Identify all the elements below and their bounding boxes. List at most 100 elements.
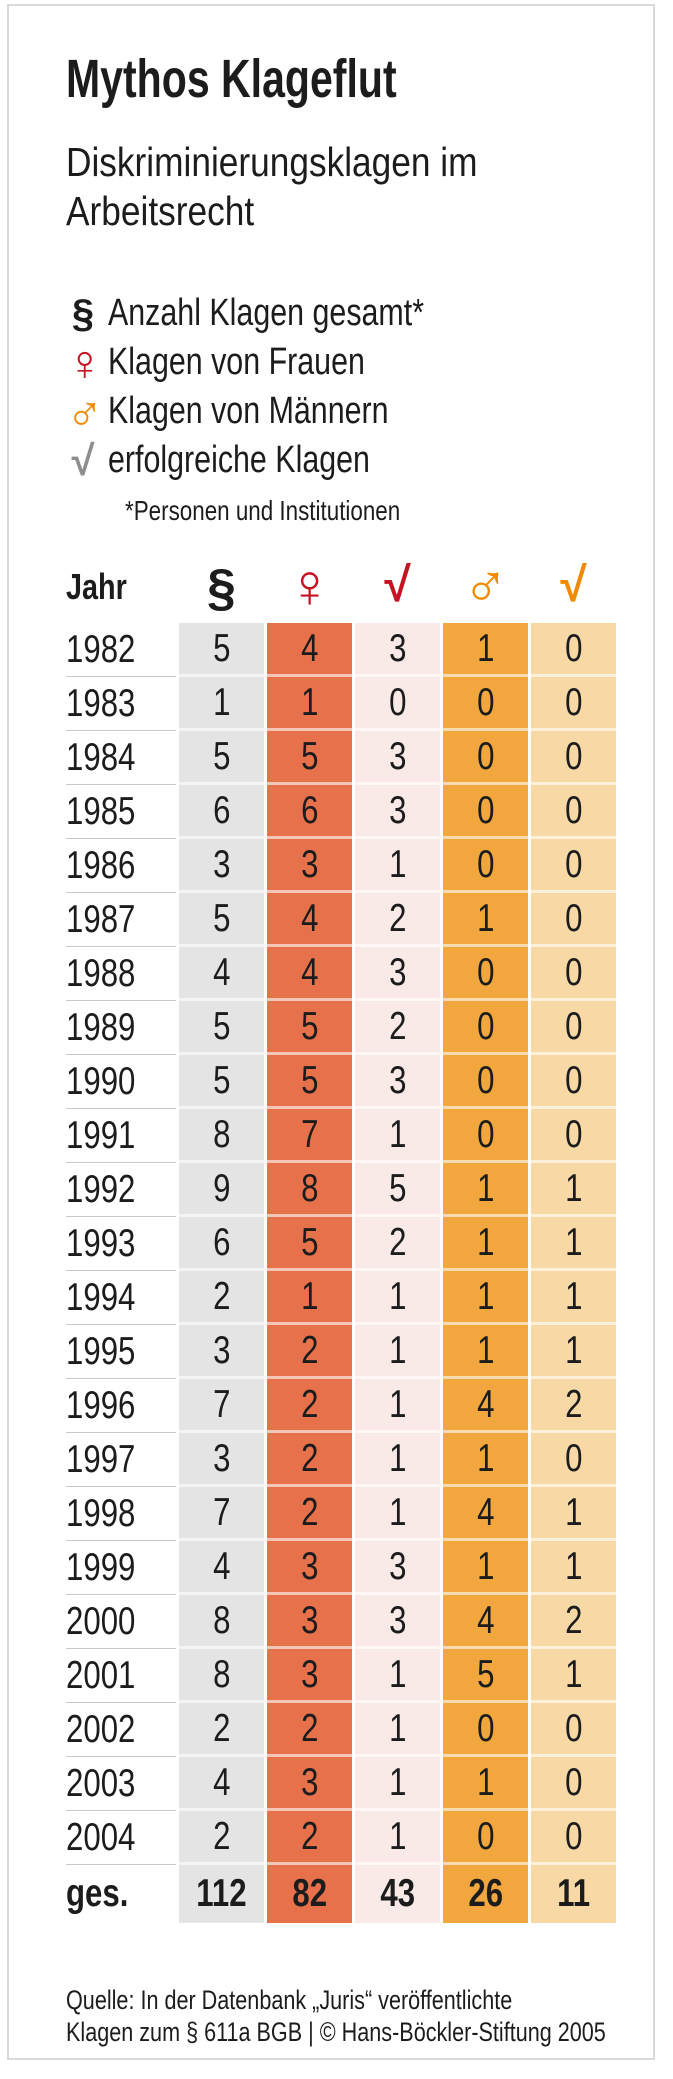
year-cell: 1992 bbox=[66, 1163, 176, 1217]
value-cell: 1 bbox=[355, 1649, 440, 1703]
table-row: 1994 2 1 1 1 1 bbox=[66, 1271, 616, 1325]
value-cell: 2 bbox=[179, 1271, 264, 1325]
value-cell: 3 bbox=[355, 1595, 440, 1649]
check-icon: √ bbox=[71, 436, 95, 484]
value-cell: 0 bbox=[531, 1433, 616, 1487]
table-row: 1988 4 4 3 0 0 bbox=[66, 947, 616, 1001]
female-icon: ♀ bbox=[286, 552, 333, 621]
legend-label: Klagen von Männern bbox=[108, 390, 389, 432]
value-cell: 82 bbox=[267, 1865, 352, 1923]
year-column-header: Jahr bbox=[66, 566, 127, 607]
table-row: 2001 8 3 1 5 1 bbox=[66, 1649, 616, 1703]
value-cell: 5 bbox=[179, 1001, 264, 1055]
value-cell: 1 bbox=[443, 1271, 528, 1325]
table-row: 2004 2 2 1 0 0 bbox=[66, 1811, 616, 1865]
year-cell: 1994 bbox=[66, 1271, 176, 1325]
value-cell: 1 bbox=[443, 1217, 528, 1271]
value-cell: 3 bbox=[355, 731, 440, 785]
value-cell: 3 bbox=[355, 947, 440, 1001]
value-cell: 1 bbox=[531, 1541, 616, 1595]
value-cell: 3 bbox=[179, 1325, 264, 1379]
value-cell: 0 bbox=[443, 947, 528, 1001]
value-cell: 8 bbox=[267, 1163, 352, 1217]
value-cell: 1 bbox=[179, 677, 264, 731]
value-cell: 3 bbox=[267, 1757, 352, 1811]
table-row: 1996 7 2 1 4 2 bbox=[66, 1379, 616, 1433]
year-cell: 2002 bbox=[66, 1703, 176, 1757]
table-row: 1999 4 3 3 1 1 bbox=[66, 1541, 616, 1595]
total-label-cell: ges. bbox=[66, 1872, 129, 1915]
table-row: 1983 1 1 0 0 0 bbox=[66, 677, 616, 731]
value-cell: 0 bbox=[531, 677, 616, 731]
table-row: 2000 8 3 3 4 2 bbox=[66, 1595, 616, 1649]
table-row: 1989 5 5 2 0 0 bbox=[66, 1001, 616, 1055]
value-cell: 4 bbox=[179, 1541, 264, 1595]
table-row: 1995 3 2 1 1 1 bbox=[66, 1325, 616, 1379]
value-cell: 5 bbox=[267, 1001, 352, 1055]
value-cell: 0 bbox=[443, 1703, 528, 1757]
table-row: 1990 5 5 3 0 0 bbox=[66, 1055, 616, 1109]
page-subtitle: Diskriminierungsklagen im Arbeitsrecht bbox=[66, 139, 478, 234]
value-cell: 2 bbox=[267, 1487, 352, 1541]
value-cell: 1 bbox=[531, 1325, 616, 1379]
table-row: 1984 5 5 3 0 0 bbox=[66, 731, 616, 785]
value-cell: 1 bbox=[355, 1811, 440, 1865]
value-cell: 2 bbox=[531, 1379, 616, 1433]
female-icon: ♀ bbox=[66, 334, 104, 391]
value-cell: 0 bbox=[531, 1001, 616, 1055]
value-cell: 1 bbox=[531, 1487, 616, 1541]
value-cell: 1 bbox=[267, 1271, 352, 1325]
value-cell: 3 bbox=[355, 623, 440, 677]
value-cell: 0 bbox=[443, 1811, 528, 1865]
male-icon: ♂ bbox=[462, 550, 509, 619]
value-cell: 2 bbox=[267, 1433, 352, 1487]
year-cell: 1983 bbox=[66, 677, 176, 731]
legend-item: § Anzahl Klagen gesamt* bbox=[66, 289, 503, 338]
source-line-2: Klagen zum § 611a BGB | © Hans-Böckler-S… bbox=[66, 2017, 606, 2047]
value-cell: 1 bbox=[355, 1379, 440, 1433]
legend-label: erfolgreiche Klagen bbox=[108, 439, 370, 481]
value-cell: 3 bbox=[355, 785, 440, 839]
value-cell: 0 bbox=[531, 1055, 616, 1109]
check-icon: √ bbox=[560, 559, 587, 612]
value-cell: 1 bbox=[267, 677, 352, 731]
value-cell: 8 bbox=[179, 1595, 264, 1649]
value-cell: 7 bbox=[179, 1379, 264, 1433]
year-cell: 1993 bbox=[66, 1217, 176, 1271]
value-cell: 4 bbox=[443, 1487, 528, 1541]
value-cell: 2 bbox=[531, 1595, 616, 1649]
table-row: 1998 7 2 1 4 1 bbox=[66, 1487, 616, 1541]
value-cell: 3 bbox=[267, 1649, 352, 1703]
value-cell: 2 bbox=[267, 1379, 352, 1433]
value-cell: 3 bbox=[267, 1541, 352, 1595]
value-cell: 1 bbox=[531, 1649, 616, 1703]
year-cell: 1996 bbox=[66, 1379, 176, 1433]
value-cell: 0 bbox=[531, 839, 616, 893]
value-cell: 1 bbox=[355, 1703, 440, 1757]
legend-item: √ erfolgreiche Klagen bbox=[66, 436, 503, 485]
value-cell: 1 bbox=[355, 1271, 440, 1325]
value-cell: 2 bbox=[355, 1001, 440, 1055]
value-cell: 26 bbox=[443, 1865, 528, 1923]
value-cell: 1 bbox=[443, 623, 528, 677]
value-cell: 3 bbox=[267, 1595, 352, 1649]
value-cell: 2 bbox=[179, 1703, 264, 1757]
year-cell: 1998 bbox=[66, 1487, 176, 1541]
value-cell: 1 bbox=[443, 1325, 528, 1379]
year-cell: 2001 bbox=[66, 1649, 176, 1703]
value-cell: 3 bbox=[267, 839, 352, 893]
value-cell: 1 bbox=[355, 1433, 440, 1487]
value-cell: 2 bbox=[267, 1811, 352, 1865]
table-header-row: Jahr § ♀ √ ♂ √ bbox=[66, 552, 616, 618]
table-row: 2002 2 2 1 0 0 bbox=[66, 1703, 616, 1757]
value-cell: 0 bbox=[531, 1757, 616, 1811]
year-cell: 2003 bbox=[66, 1757, 176, 1811]
table-row: 1997 3 2 1 1 0 bbox=[66, 1433, 616, 1487]
value-cell: 4 bbox=[267, 947, 352, 1001]
value-cell: 0 bbox=[443, 1109, 528, 1163]
table-row: 1986 3 3 1 0 0 bbox=[66, 839, 616, 893]
value-cell: 0 bbox=[531, 1811, 616, 1865]
value-cell: 1 bbox=[443, 1433, 528, 1487]
table-row: 1982 5 4 3 1 0 bbox=[66, 623, 616, 677]
value-cell: 0 bbox=[443, 677, 528, 731]
